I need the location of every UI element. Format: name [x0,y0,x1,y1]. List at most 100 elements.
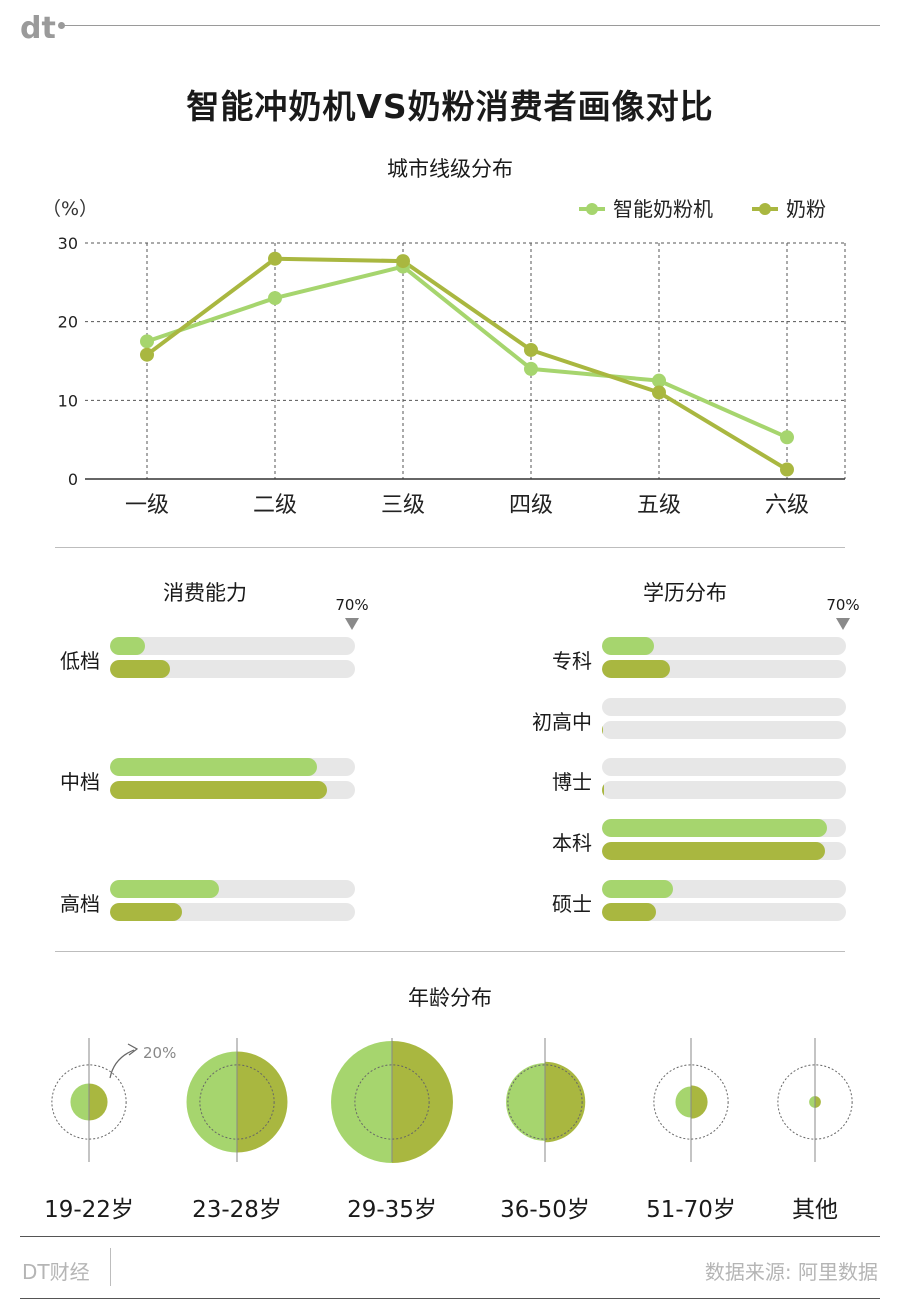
max-marker-triangle [345,618,359,630]
age-bubble-half-series-1 [331,1041,392,1163]
bar-category-label: 专科 [552,649,592,673]
bar-category-label: 硕士 [552,892,592,916]
bar-track [110,758,355,776]
section-divider [55,547,845,548]
bar-category-label: 博士 [552,770,592,794]
bar-category-label: 高档 [60,892,100,916]
reference-circle [354,1064,430,1140]
reference-circle [653,1064,729,1140]
bar-track [602,880,846,898]
series-2-point [140,347,154,362]
bar-track [602,819,846,837]
age-bubble-half-series-2 [89,1083,108,1121]
bar-fill-series-2 [602,781,604,799]
series-2-point [268,251,282,266]
age-bubble-half-series-2 [237,1051,288,1153]
age-bubble-half-series-1 [186,1051,237,1153]
age-bubble-half-series-1 [70,1083,89,1121]
bar-category-label: 初高中 [532,710,592,734]
age-bubble-half-series-1 [506,1063,545,1141]
bar-track [602,698,846,716]
header-line [62,25,880,26]
bar-track [602,721,846,739]
bar-track [602,903,846,921]
series-2-point [780,462,794,477]
x-tick-label: 三级 [381,493,425,518]
header-line-dot [58,22,65,29]
bar-track [110,781,355,799]
footer-brand: DT财经 [22,1260,90,1284]
age-bubble-half-series-2 [691,1085,708,1119]
series-line-2 [145,256,789,472]
bar-fill-series-1 [602,637,655,655]
bar-category-label: 中档 [60,770,100,794]
bar-fill-series-2 [602,903,657,921]
bar-fill-series-2 [110,660,170,678]
series-2-point [396,254,410,269]
series-1-point [780,430,794,445]
bar-fill-series-2 [602,721,604,739]
x-tick-label: 一级 [125,493,169,518]
series-1-point [524,361,538,376]
series-1-point [140,334,154,349]
y-tick-label: 0 [68,470,78,489]
age-bubble-half-series-2 [545,1061,586,1143]
consumption-title: 消费能力 [163,581,247,605]
age-bubble-half-series-2 [392,1041,453,1163]
x-tick-label: 二级 [253,493,297,518]
age-bubble-half-series-1 [675,1086,691,1118]
y-tick-label: 20 [58,313,78,332]
age-bubble-chart: 20% [51,1038,853,1163]
bar-track [110,880,355,898]
age-category-label: 51-70岁 [646,1197,736,1223]
legend-label: 奶粉 [786,197,826,221]
y-tick-label: 30 [58,234,78,253]
bar-fill-series-1 [110,880,219,898]
bar-track [110,903,355,921]
bar-fill-series-2 [602,842,826,860]
age-chart-title: 年龄分布 [408,986,492,1010]
y-unit-label: （%） [42,198,98,220]
dt-logo: dt [20,12,56,42]
footer-bottom-line [20,1298,880,1299]
reference-arrow-head [127,1043,139,1056]
reference-circle [199,1064,275,1140]
age-category-label: 19-22岁 [44,1197,134,1223]
bar-fill-series-1 [110,758,317,776]
series-2-point [652,385,666,400]
y-tick-label: 10 [58,391,78,410]
series-1-point [268,291,282,306]
age-category-label: 36-50岁 [500,1197,590,1223]
bar-track [602,758,846,776]
age-category-label: 其他 [792,1197,838,1223]
footer-separator [110,1248,111,1286]
max-marker-triangle [836,618,850,630]
max-marker-label: 70% [826,596,860,614]
x-tick-label: 四级 [509,493,553,518]
city-tier-line-chart: 0 10 20 30 一级 二级 三级 四级 五级 六级 （%） 智能奶粉机 奶粉 [42,197,846,518]
bar-category-label: 低档 [60,649,100,673]
bar-fill-series-1 [602,819,827,837]
line-chart-title: 城市线级分布 [387,157,513,181]
section-divider [55,951,845,952]
footer-top-line [20,1236,880,1237]
bar-category-label: 本科 [552,831,592,855]
bar-track [602,781,846,799]
age-bubble-half-series-2 [815,1096,821,1108]
reference-circle [777,1064,853,1140]
bar-fill-series-1 [602,880,674,898]
x-tick-label: 五级 [637,493,681,518]
legend-label: 智能奶粉机 [613,197,713,221]
page-title: 智能冲奶机VS奶粉消费者画像对比 [186,87,714,126]
age-category-label: 29-35岁 [347,1197,437,1223]
bar-track [602,637,846,655]
reference-label: 20% [143,1044,176,1062]
reference-arrow [109,1049,135,1079]
x-tick-label: 六级 [765,493,809,518]
reference-circle [51,1064,127,1140]
bar-fill-series-2 [602,660,670,678]
bar-fill-series-1 [110,637,145,655]
legend-swatch-dot [586,203,598,215]
bar-fill-series-2 [110,903,182,921]
bar-track [110,637,355,655]
